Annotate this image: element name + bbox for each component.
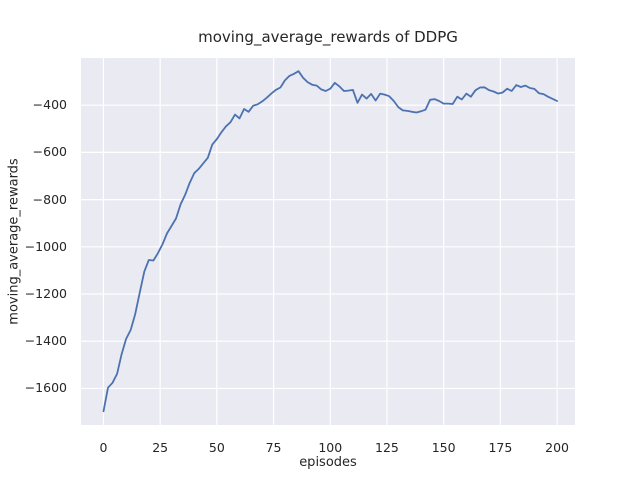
y-tick-label: −800: [32, 191, 67, 207]
y-tick-label: −1600: [24, 380, 67, 396]
line-chart-canvas: [81, 58, 575, 425]
y-tick-label: −1000: [24, 238, 67, 254]
x-tick-label: 200: [545, 440, 569, 455]
x-axis-label: episodes: [299, 455, 357, 470]
reward-curve: [102, 70, 559, 413]
x-tick-label: 25: [152, 440, 169, 455]
y-tick-label: −1400: [24, 333, 67, 349]
y-tick-label: −600: [32, 144, 67, 160]
x-tick-label: 50: [208, 440, 225, 455]
chart-title: moving_average_rewards of DDPG: [198, 28, 458, 46]
x-tick-label: 175: [488, 440, 513, 455]
y-tick-label: −400: [32, 97, 67, 113]
plot-area: [81, 58, 575, 425]
x-tick-label: 100: [318, 440, 343, 455]
x-tick-label: 0: [99, 440, 108, 455]
x-tick-label: 150: [431, 440, 456, 455]
x-tick-label: 75: [265, 440, 282, 455]
x-tick-label: 125: [375, 440, 399, 455]
y-tick-label: −1200: [24, 286, 67, 301]
